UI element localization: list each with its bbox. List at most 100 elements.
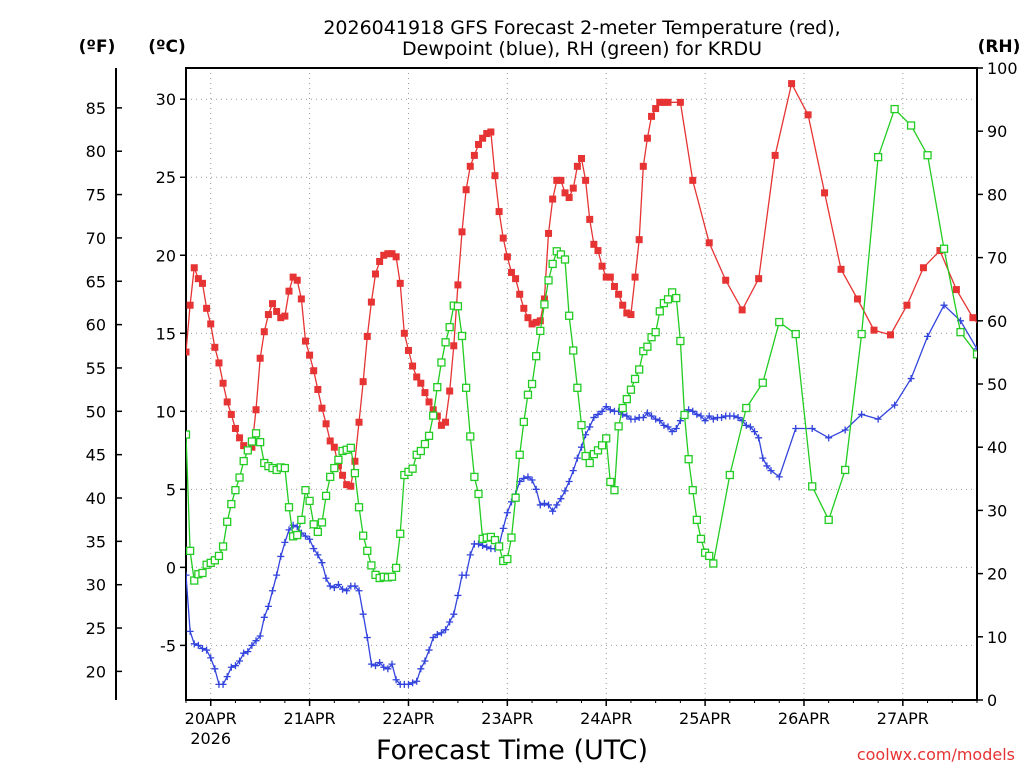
dewpoint-point <box>689 407 697 415</box>
dewpoint-point <box>693 410 701 418</box>
x-tick-label: 22APR <box>382 709 434 728</box>
dewpoint-point <box>565 478 573 486</box>
temperature-point <box>602 273 610 281</box>
dewpoint-point <box>825 434 833 442</box>
temperature-point <box>367 298 375 306</box>
rh-point <box>367 561 376 570</box>
rh-point <box>466 432 475 441</box>
temperature-point <box>549 195 557 203</box>
celsius-tick-label: 25 <box>156 168 176 187</box>
dewpoint-point <box>561 487 569 495</box>
temperature-point <box>495 208 503 216</box>
dewpoint-point <box>594 410 602 418</box>
temperature-point <box>293 276 301 284</box>
dewpoint-point <box>1006 380 1013 387</box>
dewpoint-point <box>668 428 676 436</box>
rh-point <box>680 410 689 420</box>
rh-line <box>186 107 977 583</box>
rh-point <box>939 244 949 253</box>
temperature-point <box>372 270 380 278</box>
temperature-point <box>388 250 396 258</box>
temperature-point <box>755 275 763 283</box>
celsius-tick-label: -5 <box>160 636 176 655</box>
temperature-point <box>240 442 248 450</box>
temperature-point <box>689 176 697 184</box>
rh-point <box>507 533 516 542</box>
rh-point <box>293 530 302 540</box>
rh-point <box>1006 263 1013 270</box>
temperature-point <box>507 268 515 276</box>
dewpoint-point <box>339 585 347 593</box>
rh-point <box>511 493 520 502</box>
rh-point <box>651 328 660 337</box>
celsius-tick-label: 20 <box>156 246 176 265</box>
rh-point <box>186 546 195 555</box>
temperature-point <box>553 176 561 184</box>
temperature-point <box>404 346 412 354</box>
rh-point <box>453 302 463 311</box>
dewpoint-point <box>269 587 277 595</box>
rh-point <box>824 515 833 525</box>
rh-point <box>560 255 570 264</box>
dewpoint-point <box>306 535 314 543</box>
temperature-point <box>569 184 577 192</box>
dewpoint-point <box>775 473 783 481</box>
rh-tick-label: 50 <box>987 375 1007 394</box>
rh-point <box>742 403 751 413</box>
dewpoint-point <box>227 663 235 671</box>
rh-tick-label: 90 <box>987 122 1007 141</box>
dewpoint-point <box>549 507 557 515</box>
dewpoint-point <box>532 485 540 493</box>
temperature-point <box>190 264 198 272</box>
temperature-point <box>532 318 540 326</box>
rh-point <box>457 331 467 341</box>
dewpoint-point <box>413 677 421 685</box>
rh-tick-label: 10 <box>987 628 1007 647</box>
rh-tick-label: 20 <box>987 565 1007 584</box>
temperature-point <box>264 311 272 319</box>
dewpoint-point <box>256 632 264 640</box>
rh-point <box>256 437 265 447</box>
dewpoint-point <box>211 665 219 673</box>
temperature-point <box>573 162 581 170</box>
x-axis-title: Forecast Time (UTC) <box>376 735 648 766</box>
rh-point <box>643 342 652 351</box>
dewpoint-point <box>409 679 417 687</box>
x-tick-label: 27APR <box>877 709 929 728</box>
rh-point <box>548 259 557 269</box>
temperature-point <box>211 343 219 351</box>
dewpoint-point <box>425 646 433 654</box>
temperature-point <box>804 111 812 119</box>
dewpoint-point <box>219 680 227 688</box>
data-series <box>186 80 1013 688</box>
dewpoint-point <box>940 301 948 309</box>
temperature-point <box>520 304 528 312</box>
temperature-point <box>273 307 281 315</box>
rh-point <box>791 329 800 339</box>
temperature-point <box>870 326 878 334</box>
rh-point <box>186 430 191 439</box>
dewpoint-point <box>602 403 610 411</box>
temperature-point <box>450 342 458 350</box>
dewpoint-point <box>190 640 198 648</box>
temperature-point <box>557 176 565 184</box>
temperature-point <box>788 80 796 88</box>
temperature-point <box>499 234 507 242</box>
temperature-point <box>384 250 392 258</box>
rh-point <box>519 417 528 427</box>
rh-point <box>808 482 817 491</box>
temperature-point <box>363 332 371 340</box>
dewpoint-point <box>273 571 281 579</box>
rh-point <box>445 322 454 332</box>
rh-point <box>569 346 578 355</box>
temperature-point <box>886 331 894 339</box>
fahrenheit-tick-label: 75 <box>86 186 106 205</box>
rh-point <box>461 383 471 392</box>
rh-point <box>223 517 232 526</box>
dewpoint-point <box>301 532 309 540</box>
temperature-point <box>483 130 491 138</box>
temperature-point <box>252 406 260 414</box>
temperature-point <box>277 314 285 322</box>
dewpoint-point <box>730 412 738 420</box>
rh-point <box>635 365 644 374</box>
